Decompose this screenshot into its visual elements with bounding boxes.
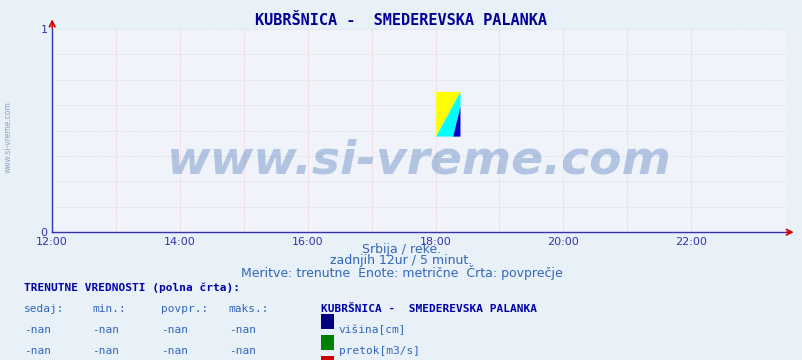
Text: -nan: -nan bbox=[160, 346, 188, 356]
Text: TRENUTNE VREDNOSTI (polna črta):: TRENUTNE VREDNOSTI (polna črta): bbox=[24, 283, 240, 293]
Text: KUBRŠNICA -  SMEDEREVSKA PALANKA: KUBRŠNICA - SMEDEREVSKA PALANKA bbox=[321, 304, 537, 314]
Text: sedaj:: sedaj: bbox=[24, 304, 64, 314]
Text: pretok[m3/s]: pretok[m3/s] bbox=[338, 346, 419, 356]
Text: zadnjih 12ur / 5 minut.: zadnjih 12ur / 5 minut. bbox=[330, 254, 472, 267]
Text: -nan: -nan bbox=[229, 346, 256, 356]
Text: -nan: -nan bbox=[24, 325, 51, 335]
Text: -nan: -nan bbox=[92, 346, 119, 356]
Text: www.si-vreme.com: www.si-vreme.com bbox=[3, 101, 13, 173]
Text: maks.:: maks.: bbox=[229, 304, 269, 314]
Text: min.:: min.: bbox=[92, 304, 126, 314]
Text: višina[cm]: višina[cm] bbox=[338, 325, 406, 336]
Polygon shape bbox=[452, 107, 460, 136]
Text: -nan: -nan bbox=[92, 325, 119, 335]
Text: KUBRŠNICA -  SMEDEREVSKA PALANKA: KUBRŠNICA - SMEDEREVSKA PALANKA bbox=[255, 13, 547, 28]
Text: -nan: -nan bbox=[229, 325, 256, 335]
Text: povpr.:: povpr.: bbox=[160, 304, 208, 314]
Polygon shape bbox=[435, 92, 460, 136]
Text: Srbija / reke.: Srbija / reke. bbox=[362, 243, 440, 256]
Polygon shape bbox=[435, 92, 460, 136]
Text: Meritve: trenutne  Enote: metrične  Črta: povprečje: Meritve: trenutne Enote: metrične Črta: … bbox=[241, 265, 561, 280]
Text: www.si-vreme.com: www.si-vreme.com bbox=[167, 139, 671, 184]
Text: -nan: -nan bbox=[24, 346, 51, 356]
Text: -nan: -nan bbox=[160, 325, 188, 335]
